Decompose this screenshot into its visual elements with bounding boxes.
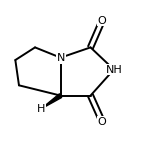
Text: H: H	[37, 104, 45, 114]
Text: NH: NH	[106, 64, 122, 75]
Text: O: O	[98, 117, 107, 127]
Text: O: O	[98, 15, 107, 26]
Text: N: N	[56, 53, 65, 63]
Polygon shape	[41, 94, 62, 109]
